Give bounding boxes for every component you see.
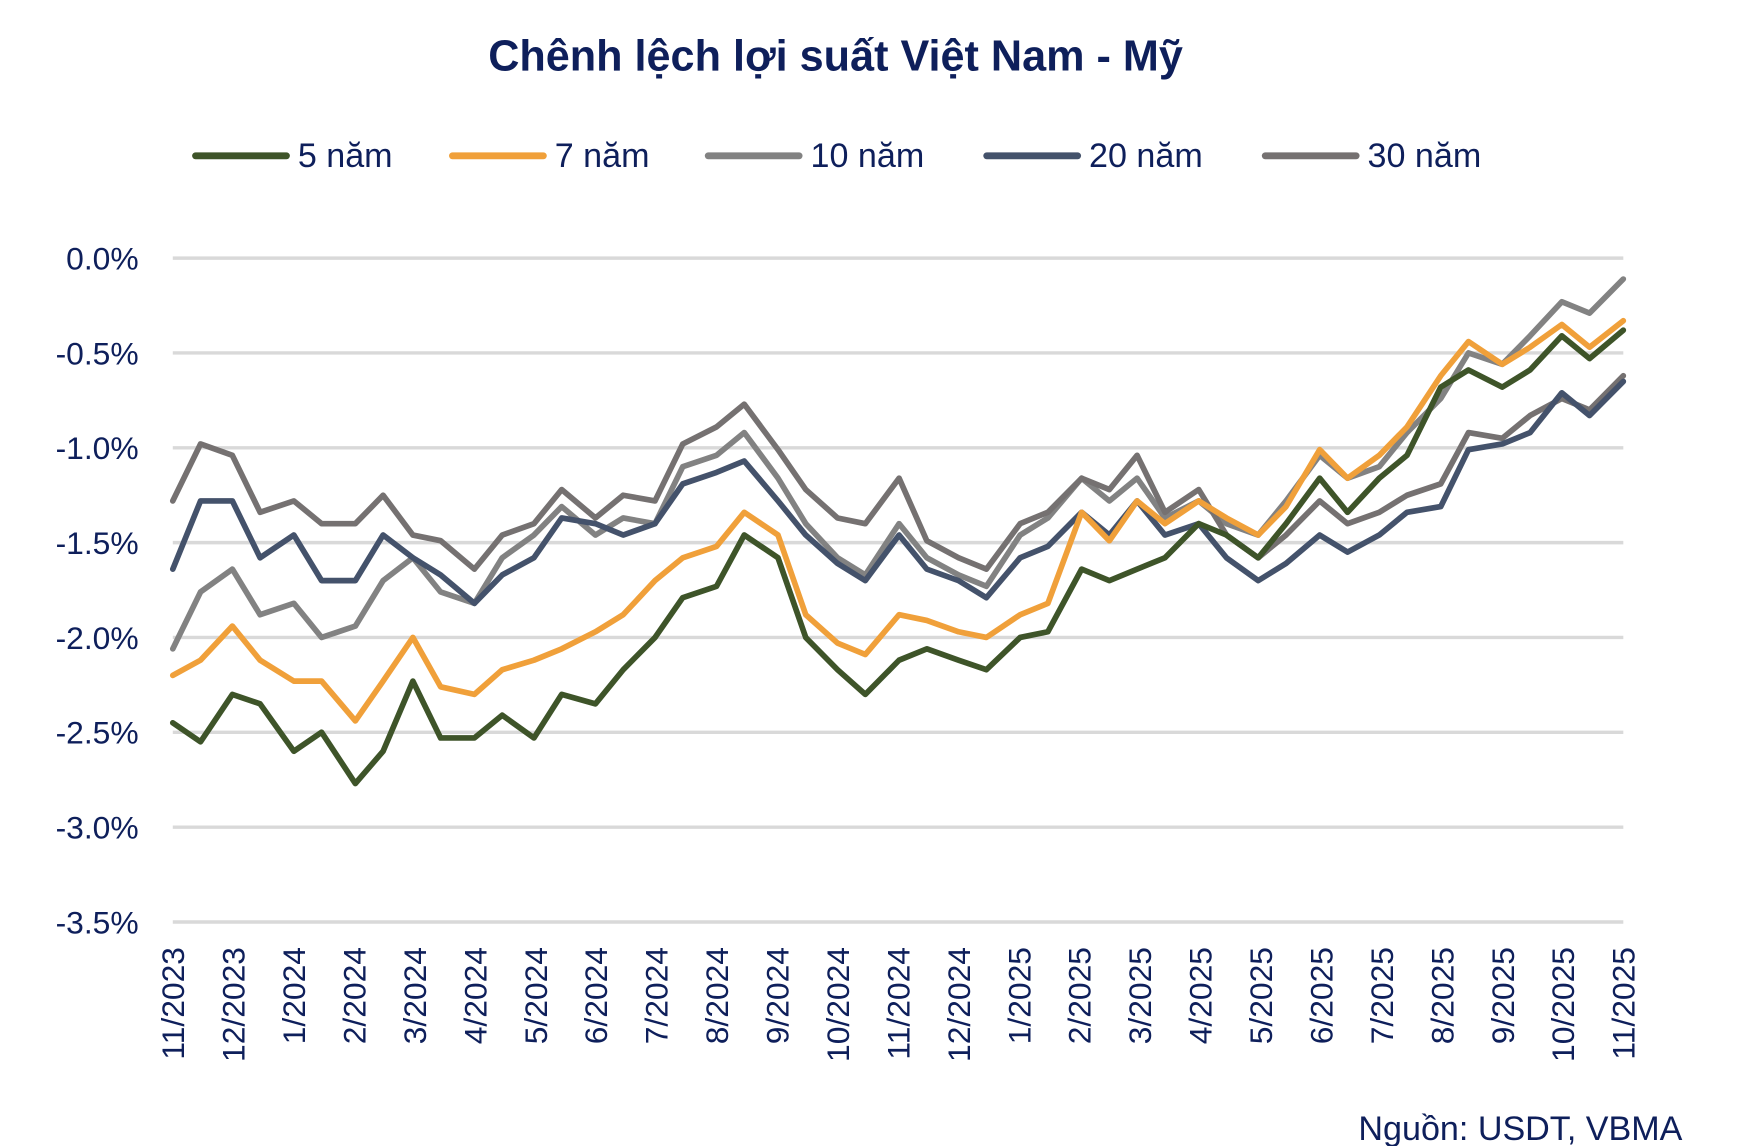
y-tick-label: -3.5% (56, 904, 139, 940)
x-tick-label: 12/2024 (941, 947, 977, 1062)
x-tick-label: 2/2024 (336, 947, 372, 1044)
legend-item: 5 năm (192, 137, 393, 175)
series-line-5-năm (169, 327, 1627, 787)
x-tick-label: 3/2024 (397, 947, 433, 1044)
x-tick-label: 4/2024 (457, 947, 493, 1044)
x-tick-label: 2/2025 (1062, 947, 1098, 1044)
x-tick-label: 7/2025 (1364, 947, 1400, 1044)
x-tick-label: 11/2024 (880, 947, 916, 1060)
y-tick-label: -3.0% (56, 810, 139, 846)
x-tick-label: 6/2024 (578, 947, 614, 1044)
legend-label: 20 năm (1089, 137, 1203, 175)
legend: 5 năm 7 năm 10 năm 20 năm 30 năm (192, 137, 1482, 175)
x-tick-label: 11/2025 (1606, 947, 1642, 1060)
legend-item: 30 năm (1261, 137, 1482, 175)
x-tick-label: 1/2024 (276, 947, 312, 1044)
y-tick-label: -0.5% (56, 335, 139, 371)
x-tick-label: 3/2025 (1122, 947, 1158, 1044)
y-tick-label: -2.5% (56, 715, 139, 751)
source-note: Nguồn: USDT, VBMA (1358, 1110, 1682, 1146)
x-tick-label: 9/2024 (760, 947, 796, 1044)
x-tick-label: 9/2025 (1485, 947, 1521, 1044)
x-tick-label: 1/2025 (1001, 947, 1037, 1044)
x-axis: 11/2023 12/2023 1/2024 2/2024 3/2024 4/2024 5/… (155, 947, 1642, 1062)
x-tick-label: 4/2025 (1183, 947, 1219, 1044)
y-tick-label: 0.0% (66, 240, 139, 276)
x-tick-label: 12/2023 (216, 947, 252, 1062)
series-line-10-năm (169, 276, 1627, 652)
gridlines (172, 256, 1624, 924)
x-tick-label: 10/2024 (820, 947, 856, 1062)
y-tick-label: -2.0% (56, 620, 139, 656)
legend-item: 7 năm (449, 137, 650, 175)
x-tick-label: 8/2025 (1424, 947, 1460, 1044)
x-tick-label: 5/2025 (1243, 947, 1279, 1044)
x-tick-label: 7/2024 (639, 947, 675, 1044)
legend-item: 20 năm (983, 137, 1203, 175)
legend-label: 5 năm (298, 137, 393, 175)
x-tick-label: 11/2023 (155, 947, 191, 1060)
y-tick-label: -1.5% (56, 525, 139, 561)
legend-item: 10 năm (704, 137, 925, 175)
y-axis: 0.0% -0.5% -1.0% -1.5% -2.0% -2.5% -3.0% -3.5% (56, 240, 139, 940)
legend-label: 7 năm (555, 137, 650, 175)
series-line-7-năm (169, 317, 1627, 724)
series-line-30-năm (169, 372, 1627, 572)
series-line-20-năm (169, 378, 1627, 607)
x-tick-label: 10/2025 (1545, 947, 1581, 1062)
x-tick-label: 8/2024 (699, 947, 735, 1044)
x-tick-label: 6/2025 (1303, 947, 1339, 1044)
x-tick-label: 5/2024 (518, 947, 554, 1044)
y-tick-label: -1.0% (56, 430, 139, 466)
series-lines (169, 276, 1627, 787)
legend-label: 10 năm (811, 137, 925, 175)
chart-title: Chênh lệch lợi suất Việt Nam - Mỹ (488, 33, 1183, 81)
legend-label: 30 năm (1368, 137, 1482, 175)
